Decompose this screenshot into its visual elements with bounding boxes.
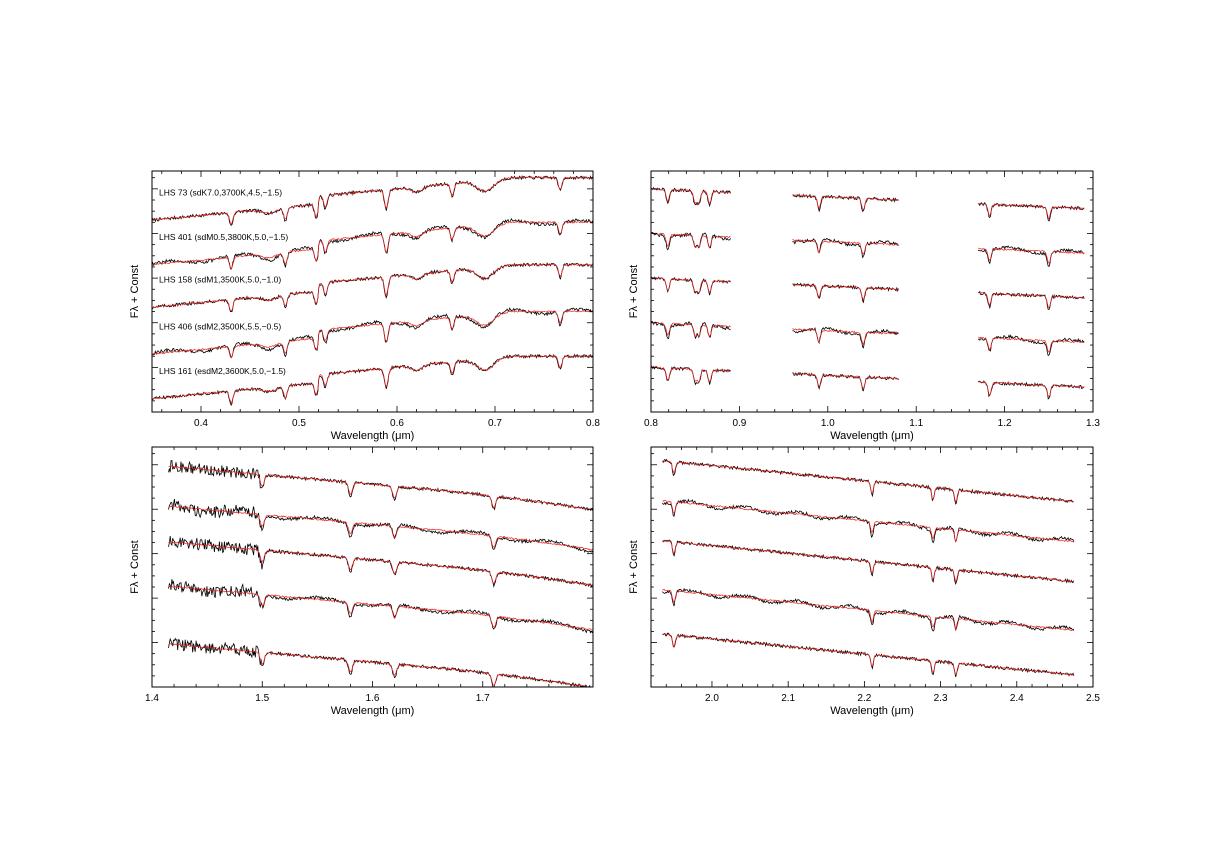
model-spectrum-4	[662, 588, 1075, 632]
model-spectrum-1	[168, 465, 593, 511]
x-axis-title: Wavelength (μm)	[830, 705, 914, 717]
x-tick-label: 1.5	[255, 693, 269, 704]
x-tick-label: 0.8	[586, 418, 600, 429]
star-label: LHS 158 (sdM1,3500K,5.0,−1.0)	[159, 275, 281, 285]
model-spectrum-2	[978, 247, 1085, 264]
model-spectrum-4	[978, 336, 1085, 353]
spectra-group	[662, 458, 1075, 677]
model-spectrum-2	[152, 221, 593, 270]
star-label: LHS 401 (sdM0.5,3800K,5.0,−1.5)	[159, 232, 288, 242]
model-spectrum-4	[792, 328, 899, 346]
x-tick-label: 0.7	[488, 418, 502, 429]
model-spectrum-1	[792, 194, 899, 211]
x-tick-label: 2.1	[781, 693, 795, 704]
y-axis-title: Fλ + Const	[628, 540, 640, 594]
panel-top-left: 0.4 0.5 0.6 0.7 0.8 Wavelength (μm) Fλ + Const…	[129, 170, 600, 442]
axes-frame	[650, 170, 1094, 413]
panel-top-right: 0.8 0.9 1.0 1.1 1.2 1.3 Wavelength (μm) Fλ + Co…	[628, 170, 1100, 442]
model-spectrum-2	[168, 505, 593, 551]
x-tick-label: 1.3	[1086, 418, 1100, 429]
observed-spectrum-3	[168, 536, 593, 588]
star-label: LHS 161 (esdM2,3600K,5.0,−1.5)	[159, 366, 286, 376]
model-spectrum-1	[662, 460, 1075, 503]
y-axis-title: Fλ + Const	[129, 265, 141, 319]
x-tick-label: 0.6	[390, 418, 404, 429]
model-spectrum-1	[152, 176, 593, 225]
model-spectrum-4	[651, 321, 731, 339]
y-axis-title: Fλ + Const	[129, 540, 141, 594]
y-axis-title: Fλ + Const	[628, 265, 640, 319]
observed-spectrum-4	[152, 307, 593, 359]
spectra-group	[152, 175, 593, 407]
model-spectrum-1	[651, 187, 731, 204]
x-tick-label: 0.4	[194, 418, 208, 429]
model-spectrum-4	[168, 585, 593, 631]
x-tick-label: 1.6	[366, 693, 380, 704]
observed-spectrum-4	[168, 579, 593, 634]
axes-frame	[151, 170, 594, 413]
model-spectrum-5	[792, 372, 899, 390]
panels: 0.4 0.5 0.6 0.7 0.8 Wavelength (μm) Fλ + Const…	[129, 170, 1100, 717]
model-spectrum-3	[651, 277, 731, 294]
model-spectrum-1	[978, 203, 1085, 220]
observed-spectrum-1	[152, 175, 593, 226]
model-spectrum-5	[152, 354, 593, 405]
model-spectrum-5	[978, 381, 1085, 398]
x-tick-label: 1.0	[821, 418, 835, 429]
panel-bottom-left: 1.4 1.5 1.6 1.7 Wavelength (μm) Fλ + Const	[129, 446, 594, 717]
model-spectrum-2	[651, 232, 731, 249]
spectra-group	[651, 186, 1085, 400]
model-spectrum-5	[168, 643, 592, 687]
x-tick-label: 1.7	[476, 693, 490, 704]
panel-bottom-right: 2.0 2.1 2.2 2.3 2.4 2.5 Wavelength (μm) Fλ + Co…	[628, 446, 1100, 717]
x-tick-label: 1.4	[145, 693, 159, 704]
model-spectrum-3	[978, 292, 1085, 309]
x-tick-label: 2.4	[1010, 693, 1024, 704]
x-tick-label: 2.5	[1086, 693, 1100, 704]
star-label: LHS 73 (sdK7.0,3700K,4.5,−1.5)	[159, 188, 282, 198]
observed-spectrum-2	[792, 237, 899, 259]
x-tick-label: 2.3	[934, 693, 948, 704]
model-spectrum-2	[792, 239, 899, 255]
x-tick-label: 1.2	[998, 418, 1012, 429]
axes-frame	[650, 446, 1094, 688]
model-spectrum-3	[152, 263, 593, 312]
x-tick-label: 0.9	[732, 418, 746, 429]
spectra-group	[168, 460, 593, 687]
x-axis-title: Wavelength (μm)	[830, 430, 914, 442]
x-axis-title: Wavelength (μm)	[331, 430, 415, 442]
observed-spectrum-2	[977, 245, 1085, 267]
model-spectrum-3	[662, 540, 1075, 583]
observed-spectrum-3	[152, 262, 593, 313]
x-tick-label: 1.1	[909, 418, 923, 429]
x-axis-title: Wavelength (μm)	[331, 705, 415, 717]
model-spectrum-5	[662, 633, 1074, 676]
star-label: LHS 406 (sdM2,3500K,5.5,−0.5)	[159, 321, 281, 331]
x-tick-label: 0.8	[644, 418, 658, 429]
model-spectrum-3	[792, 283, 899, 301]
observed-spectrum-2	[168, 498, 593, 553]
observed-spectrum-4	[792, 326, 899, 349]
x-tick-label: 2.2	[857, 693, 871, 704]
model-spectrum-4	[152, 310, 593, 359]
x-tick-label: 2.0	[705, 693, 719, 704]
x-tick-label: 0.5	[292, 418, 306, 429]
model-spectrum-2	[662, 499, 1074, 543]
model-spectrum-5	[651, 366, 731, 383]
model-spectrum-3	[168, 540, 593, 586]
